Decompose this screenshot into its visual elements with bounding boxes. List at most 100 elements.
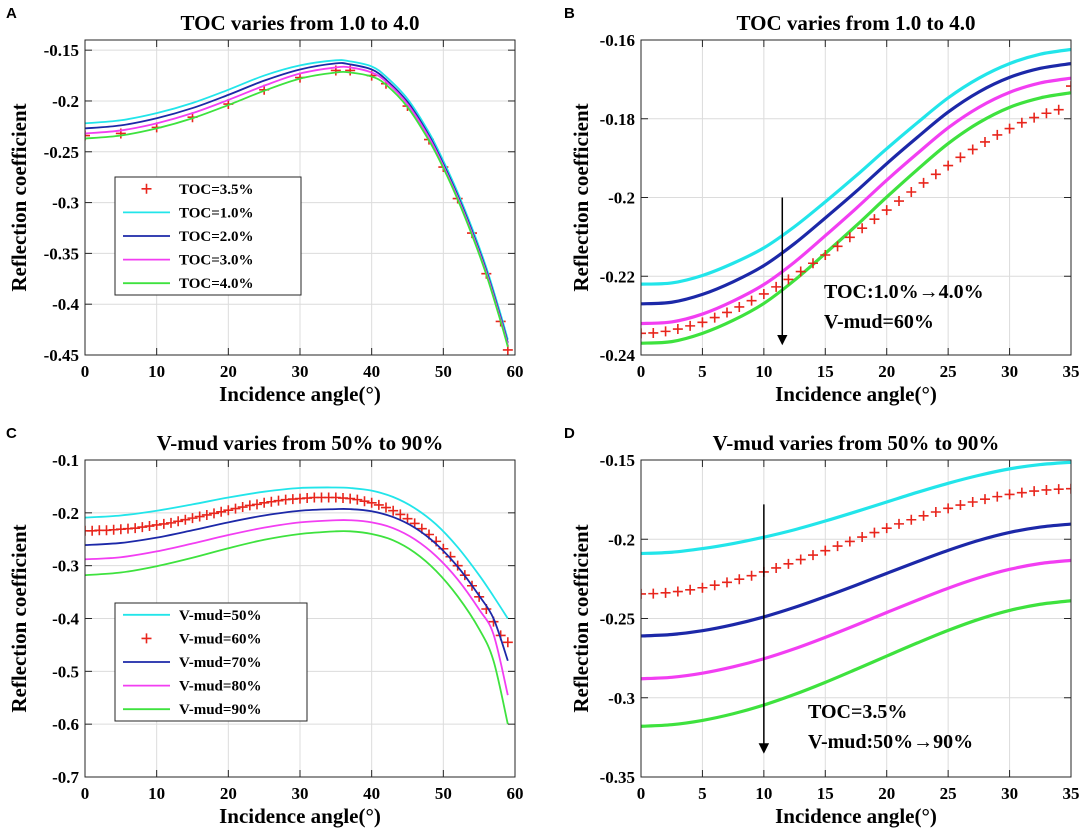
data-point (808, 258, 818, 269)
data-point (980, 136, 990, 147)
y-axis-label: Reflection coefficient (569, 524, 593, 712)
series-line-1 (641, 522, 1071, 638)
data-point (1029, 486, 1040, 497)
data-point (992, 491, 1003, 502)
x-tick-label: 35 (1063, 362, 1080, 381)
data-point (857, 223, 868, 234)
x-tick-label: 0 (637, 784, 646, 803)
data-point (820, 249, 831, 260)
y-tick-label: -0.18 (600, 110, 635, 129)
data-point (259, 497, 270, 508)
y-tick-label: -0.45 (44, 346, 79, 365)
data-point (771, 281, 782, 292)
series-markers-4 (641, 483, 1071, 599)
annotation-text: TOC=3.5% (808, 701, 907, 723)
x-tick-label: 5 (698, 362, 707, 381)
data-point (894, 196, 904, 207)
series-line-2 (641, 76, 1071, 326)
data-point (1016, 487, 1027, 498)
y-axis-label: Reflection coefficient (7, 103, 31, 291)
x-tick-label: 30 (292, 362, 309, 381)
data-point (746, 570, 757, 581)
data-point (158, 518, 169, 529)
chart-title: V-mud varies from 50% to 90% (713, 431, 1000, 455)
x-tick-label: 20 (878, 784, 895, 803)
data-point (137, 522, 148, 533)
data-point (1016, 117, 1027, 128)
y-tick-label: -0.24 (600, 346, 636, 365)
data-point (869, 527, 880, 538)
data-point (266, 496, 277, 507)
y-axis-label: Reflection coefficient (569, 103, 593, 291)
y-tick-label: -0.3 (608, 689, 635, 708)
data-point (85, 130, 90, 141)
annotation-text: V-mud=60% (824, 311, 934, 333)
series-line-0 (641, 47, 1071, 286)
data-point (237, 502, 248, 513)
x-axis-label: Incidence angle(°) (775, 382, 937, 406)
panel-letter: D (564, 425, 575, 442)
data-point (697, 582, 708, 593)
data-point (1029, 112, 1040, 123)
y-tick-label: -0.4 (52, 295, 79, 314)
x-axis-label: Incidence angle(°) (775, 804, 937, 828)
y-tick-label: -0.2 (52, 504, 79, 523)
series-line-2 (641, 558, 1071, 681)
y-tick-label: -0.4 (52, 610, 79, 629)
x-tick-label: 60 (507, 784, 524, 803)
data-point (223, 505, 234, 516)
legend-entry: TOC=4.0% (179, 276, 254, 292)
data-point (402, 513, 413, 524)
data-point (869, 214, 880, 225)
x-tick-label: 5 (698, 784, 707, 803)
data-point (230, 503, 241, 514)
x-tick-label: 20 (878, 362, 895, 381)
x-tick-label: 10 (755, 784, 772, 803)
data-point (943, 160, 954, 171)
annotation-text: TOC:1.0%→4.0% (824, 281, 984, 303)
data-point (844, 536, 855, 547)
legend-entry: V-mud=80% (179, 679, 261, 695)
data-point (381, 502, 391, 513)
x-axis-label: Incidence angle(°) (219, 382, 381, 406)
data-point (173, 516, 184, 527)
x-tick-label: 50 (435, 362, 452, 381)
data-point (1053, 104, 1064, 115)
series-line-4 (85, 70, 509, 348)
data-point (881, 205, 892, 216)
data-layer (85, 486, 513, 725)
data-point (660, 326, 671, 337)
x-tick-label: 30 (1001, 362, 1018, 381)
data-layer (641, 460, 1071, 728)
data-point (1066, 483, 1071, 494)
series-line-2 (85, 508, 509, 662)
data-point (783, 274, 794, 285)
data-point (388, 505, 399, 516)
data-point (758, 288, 769, 299)
x-tick-label: 25 (940, 784, 957, 803)
data-point (151, 519, 162, 530)
x-tick-label: 10 (755, 362, 772, 381)
x-tick-label: 30 (292, 784, 309, 803)
data-point (201, 509, 212, 520)
y-tick-label: -0.7 (52, 768, 79, 787)
data-point (660, 587, 671, 598)
data-point (359, 496, 370, 507)
y-tick-label: -0.35 (600, 768, 635, 787)
data-point (906, 186, 917, 197)
data-point (881, 523, 892, 534)
data-point (502, 637, 513, 648)
data-point (352, 494, 363, 505)
annotation-text: V-mud:50%→90% (808, 731, 973, 753)
data-point (166, 517, 176, 528)
x-tick-label: 35 (1063, 784, 1080, 803)
data-point (345, 493, 356, 504)
y-tick-label: -0.3 (52, 194, 79, 213)
panel-letter: A (6, 5, 17, 22)
chart-title: TOC varies from 1.0 to 4.0 (181, 11, 420, 35)
data-layer (641, 47, 1071, 345)
x-tick-label: 25 (940, 362, 957, 381)
data-point (685, 320, 696, 331)
y-tick-label: -0.15 (600, 451, 635, 470)
